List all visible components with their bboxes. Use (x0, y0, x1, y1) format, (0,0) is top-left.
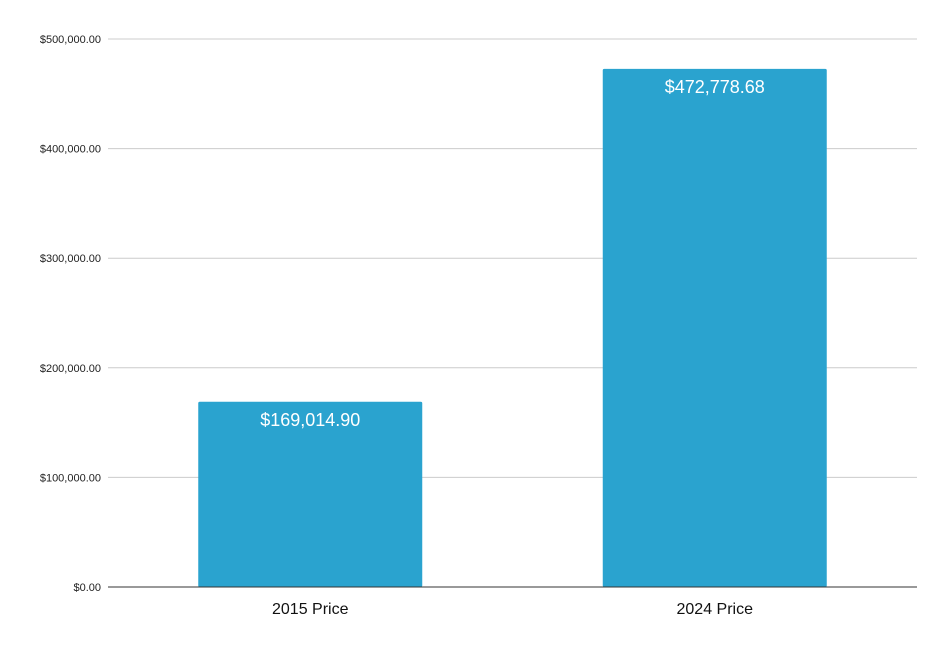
x-tick-label: 2024 Price (677, 601, 754, 618)
y-tick-label: $200,000.00 (40, 363, 101, 375)
bars (198, 68, 827, 587)
y-tick-label: $400,000.00 (40, 144, 101, 156)
y-tick-label: $300,000.00 (40, 253, 101, 265)
y-tick-label: $100,000.00 (40, 472, 101, 484)
x-axis-tick-labels: 2015 Price 2024 Price (272, 601, 753, 618)
data-label: $472,778.68 (665, 77, 765, 97)
y-axis-tick-labels: $0.00 $100,000.00 $200,000.00 $300,000.00 $4… (40, 34, 101, 594)
bar (198, 401, 423, 587)
data-labels: $169,014.90 $472,778.68 (260, 77, 765, 430)
bar (602, 68, 827, 587)
data-label: $169,014.90 (260, 410, 360, 430)
y-tick-label: $0.00 (73, 582, 101, 594)
y-tick-label: $500,000.00 (40, 34, 101, 46)
x-tick-label: 2015 Price (272, 601, 349, 618)
